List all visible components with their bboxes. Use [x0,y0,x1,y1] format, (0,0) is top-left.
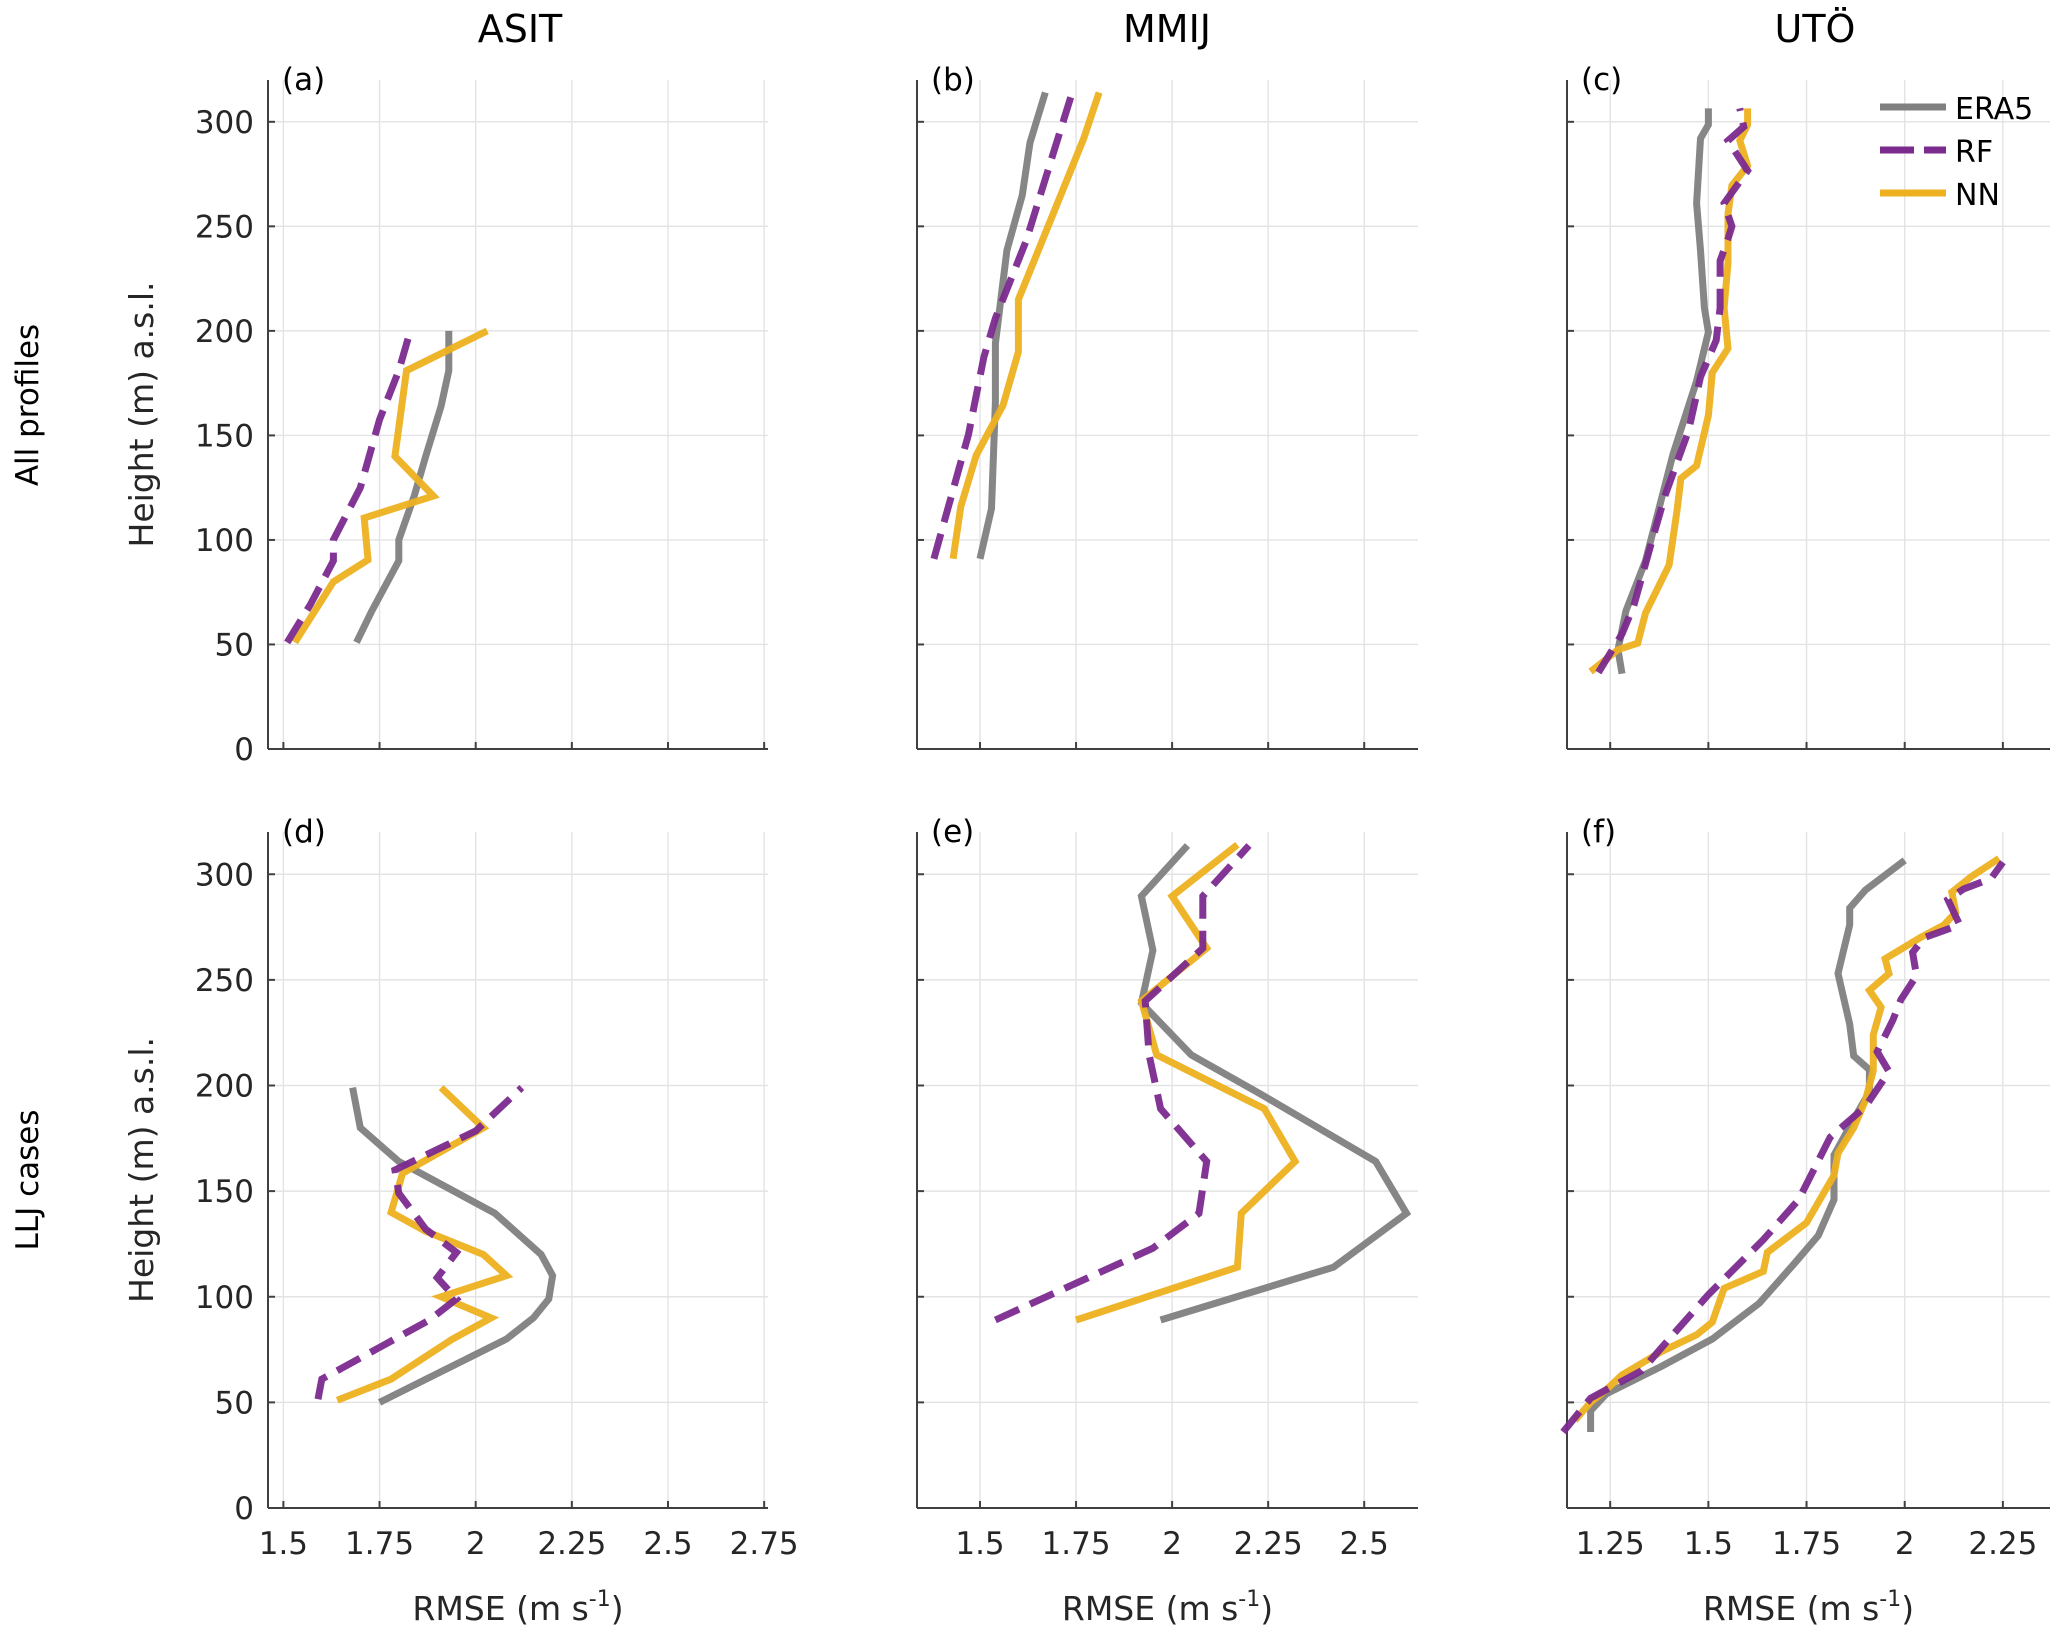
legend: ERA5 RF NN [1880,92,2033,213]
panel-label: (b) [931,62,975,98]
series-line-rf [930,91,1076,560]
legend-label: ERA5 [1955,92,2033,127]
panel-b: (b) [916,62,1418,750]
y-tick-label: 150 [195,1174,254,1210]
x-tick-label: 1.75 [345,1526,414,1562]
panel-label: (e) [931,814,974,850]
row-title-all-profiles: All profiles [10,324,46,486]
series-line-nn [949,91,1103,560]
y-tick-label: 100 [195,523,254,559]
x-tick-label: 2.75 [730,1526,799,1562]
column-title-mmij: MMIJ [1123,7,1211,51]
panel-label: (f) [1581,814,1616,850]
y-tick-label: 100 [195,1280,254,1316]
y-tick-label: 250 [195,963,254,999]
y-tick-label: 300 [195,857,254,893]
panel-f: 1.25 1.5 1.75 2 2.25 RMSE (m s-1) (f) [1560,814,2050,1628]
x-tick-label: 2.25 [1234,1526,1303,1562]
y-tick-label: 300 [195,105,254,141]
titles: ASIT MMIJ UTÖ All profiles LLJ cases [10,7,1855,1250]
x-tick-label: 1.5 [259,1526,308,1562]
series-line-era5 [1587,857,1907,1432]
legend-label: RF [1955,135,1993,170]
x-tick-label: 1.75 [1772,1526,1841,1562]
panel-d: 0 50 100 150 200 250 300 Height (m) a.s.l. 1.5 1.… [122,814,799,1628]
series-line-era5 [349,1086,557,1406]
series-line-rf [1595,107,1752,675]
panel-label: (d) [282,814,326,850]
x-tick-label: 1.5 [1684,1526,1733,1562]
y-axis-label: Height (m) a.s.l. [122,281,161,547]
series-line-nn [1075,841,1300,1324]
series-line-era5 [1614,108,1712,675]
x-tick-label: 2.5 [643,1526,692,1562]
x-tick-label: 1.75 [1042,1526,1111,1562]
panel-label: (c) [1581,62,1622,98]
series-line-nn [1588,108,1752,675]
x-tick-label: 2 [1162,1526,1182,1562]
y-tick-label: 0 [234,1491,254,1527]
series-line-era5 [353,330,453,644]
x-axis-label: RMSE (m s-1) [412,1587,623,1628]
row-title-llj-cases: LLJ cases [10,1110,46,1251]
y-axis-label: Height (m) a.s.l. [122,1037,161,1303]
column-title-uto: UTÖ [1775,7,1856,51]
x-tick-label: 2.5 [1340,1526,1389,1562]
x-tick-label: 1.5 [955,1526,1004,1562]
x-tick-label: 2 [466,1526,486,1562]
y-tick-label: 50 [215,1385,254,1421]
x-tick-label: 2.25 [537,1526,606,1562]
series-line-nn [1572,855,2001,1423]
y-tick-label: 200 [195,314,254,350]
series-line-nn [335,1085,514,1404]
column-title-asit: ASIT [478,7,563,51]
x-tick-label: 2 [1895,1526,1915,1562]
series-line-era5 [1137,843,1412,1324]
series-line-nn [291,327,489,645]
x-axis-label: RMSE (m s-1) [1703,1587,1914,1628]
legend-item-era5: ERA5 [1880,92,2033,127]
x-tick-label: 1.25 [1576,1526,1645,1562]
x-tick-label: 2.25 [1968,1526,2037,1562]
series-line-rf [993,843,1252,1324]
legend-item-nn: NN [1880,178,2000,213]
series-line-rf [1560,860,2006,1435]
panel-a: 0 50 100 150 200 250 300 Height (m) a.s.l. (a) [122,62,768,768]
series-line-rf [284,329,414,645]
y-tick-label: 150 [195,418,254,454]
y-tick-label: 50 [215,627,254,663]
legend-label: NN [1955,178,2000,213]
legend-item-rf: RF [1880,135,1993,170]
y-tick-label: 250 [195,209,254,245]
x-axis-label: RMSE (m s-1) [1062,1587,1273,1628]
panel-e: 1.5 1.75 2 2.25 2.5 RMSE (m s-1) (e) [916,814,1418,1628]
y-tick-label: 0 [234,732,254,768]
panel-label: (a) [282,62,325,98]
y-tick-label: 200 [195,1069,254,1105]
series-line-rf [314,1085,525,1400]
